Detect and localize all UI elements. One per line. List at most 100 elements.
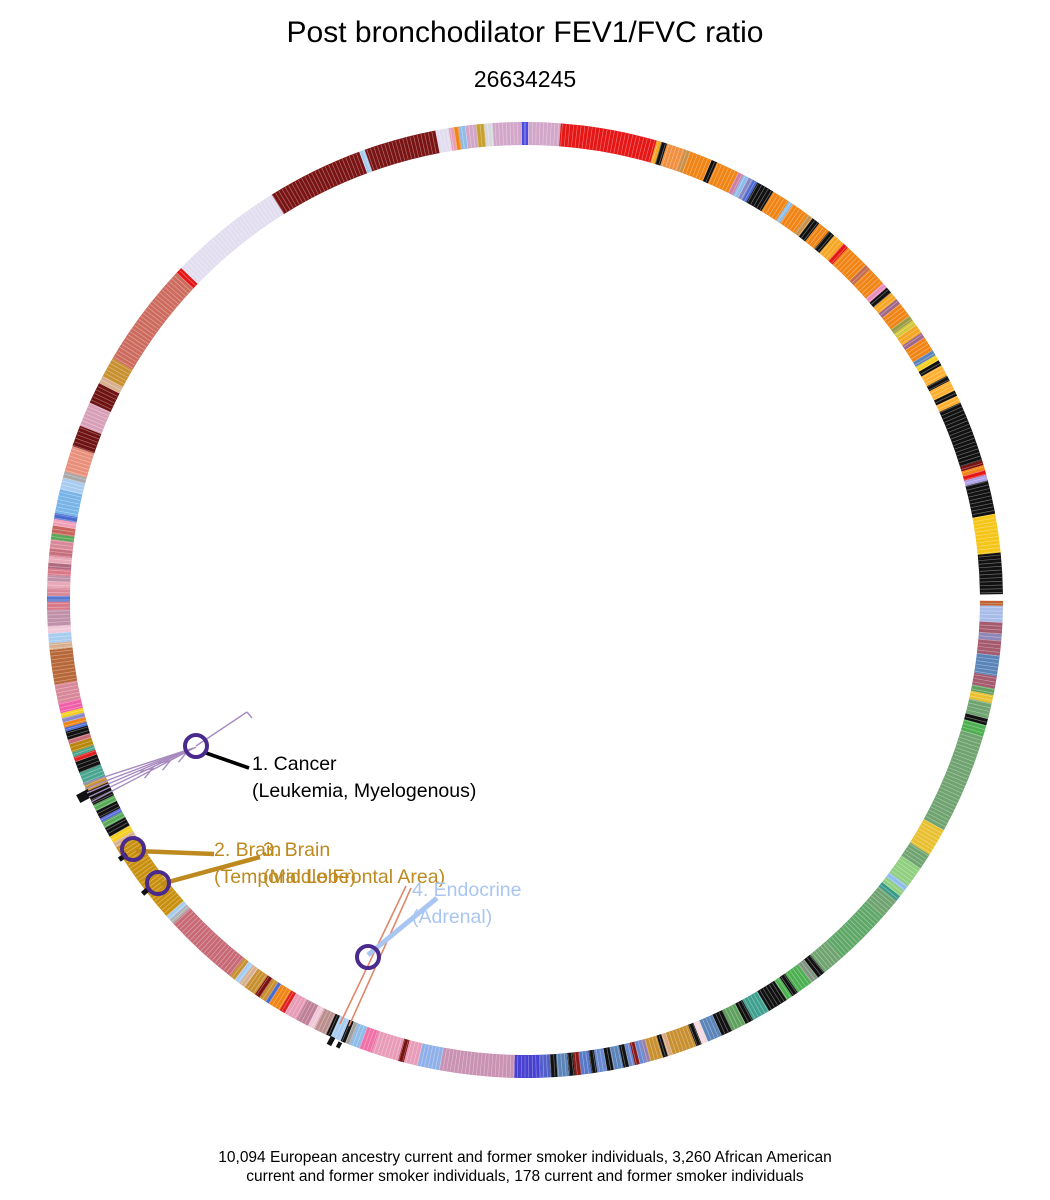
texture-hairline — [630, 1042, 637, 1065]
texture-hairline — [197, 251, 214, 269]
annotation-label: (Adrenal) — [412, 906, 492, 928]
texture-hairline — [961, 462, 983, 470]
texture-hairline — [891, 870, 910, 884]
texture-hairline — [841, 926, 858, 944]
texture-hairline — [617, 1045, 623, 1068]
texture-hairline — [961, 730, 983, 738]
texture-hairline — [595, 128, 601, 151]
texture-hairline — [338, 1019, 348, 1040]
ring-segment — [50, 533, 75, 543]
ring-segment — [364, 130, 440, 172]
ring-segment — [882, 876, 905, 897]
ring-segment — [964, 713, 988, 726]
ring-segment — [977, 552, 1003, 595]
texture-hairline — [571, 124, 575, 147]
texture-hairline — [556, 123, 560, 146]
texture-hairline — [889, 313, 908, 327]
ring-segment — [885, 872, 908, 891]
texture-hairline — [747, 997, 759, 1017]
texture-hairline — [328, 1015, 338, 1036]
ring-segment — [549, 1053, 558, 1078]
texture-hairline — [513, 1055, 515, 1078]
texture-hairline — [947, 770, 968, 780]
texture-hairline — [762, 192, 775, 212]
texture-hairline — [665, 1033, 673, 1055]
texture-hairline — [968, 702, 991, 709]
texture-hairline — [950, 430, 972, 440]
texture-hairline — [648, 1038, 655, 1060]
texture-hairline — [47, 613, 70, 616]
texture-hairline — [490, 123, 494, 146]
ring-segment — [693, 1020, 708, 1045]
texture-hairline — [606, 130, 612, 152]
texture-hairline — [179, 914, 196, 930]
texture-hairline — [331, 1016, 342, 1037]
ring-segment — [779, 973, 798, 997]
texture-hairline — [762, 988, 775, 1008]
texture-hairline — [695, 157, 705, 178]
ring-segment — [878, 299, 901, 319]
texture-hairline — [624, 1044, 630, 1067]
texture-hairline — [980, 584, 1003, 587]
texture-hairline — [648, 140, 655, 162]
texture-hairline — [606, 1048, 612, 1070]
ring-segment — [484, 123, 495, 147]
texture-hairline — [922, 366, 942, 378]
texture-hairline — [942, 410, 964, 420]
texture-hairline — [944, 413, 965, 423]
leader-line — [86, 748, 191, 794]
texture-hairline — [208, 241, 225, 259]
ring-segment — [234, 961, 254, 984]
texture-hairline — [972, 510, 995, 515]
ring-segment — [49, 647, 78, 685]
texture-hairline — [104, 815, 125, 828]
ring-segment — [169, 904, 191, 924]
ring-segment — [656, 1034, 668, 1058]
texture-hairline — [578, 125, 582, 148]
texture-hairline — [971, 688, 994, 694]
texture-hairline — [48, 621, 71, 623]
ring-segment — [540, 1054, 551, 1078]
texture-hairline — [571, 1053, 575, 1076]
ring-segment — [918, 360, 942, 377]
texture-hairline — [78, 430, 100, 440]
ring-segment — [265, 982, 282, 1004]
texture-hairline — [833, 249, 850, 266]
leader-chevron — [158, 759, 173, 771]
texture-hairline — [416, 1043, 423, 1066]
ring-segment — [271, 151, 368, 215]
texture-hairline — [698, 1020, 709, 1042]
texture-hairline — [57, 502, 80, 508]
texture-hairline — [59, 702, 82, 709]
texture-hairline — [464, 1051, 469, 1074]
texture-hairline — [712, 1015, 722, 1036]
texture-hairline — [468, 125, 472, 148]
ring-segment — [60, 707, 85, 719]
texture-hairline — [63, 477, 85, 484]
texture-hairline — [817, 948, 833, 966]
texture-hairline — [903, 334, 923, 348]
texture-hairline — [111, 828, 132, 841]
texture-hairline — [737, 177, 749, 198]
texture-hairline — [923, 819, 944, 831]
texture-hairline — [854, 914, 871, 930]
texture-hairline — [331, 163, 342, 184]
texture-hairline — [398, 139, 406, 161]
texture-hairline — [184, 264, 201, 281]
ring-segment — [609, 1045, 624, 1070]
texture-hairline — [880, 884, 898, 899]
texture-hairline — [324, 1013, 335, 1034]
texture-hairline — [627, 1043, 634, 1066]
ring-segment — [960, 460, 984, 472]
texture-hairline — [161, 289, 179, 305]
texture-hairline — [50, 649, 73, 653]
texture-hairline — [958, 452, 980, 460]
texture-hairline — [166, 900, 184, 917]
ring-segment — [166, 900, 187, 920]
texture-hairline — [825, 241, 842, 259]
texture-hairline — [54, 677, 77, 683]
texture-hairline — [895, 322, 914, 336]
texture-hairline — [80, 423, 102, 433]
texture-hairline — [65, 723, 87, 730]
texture-hairline — [789, 970, 803, 989]
